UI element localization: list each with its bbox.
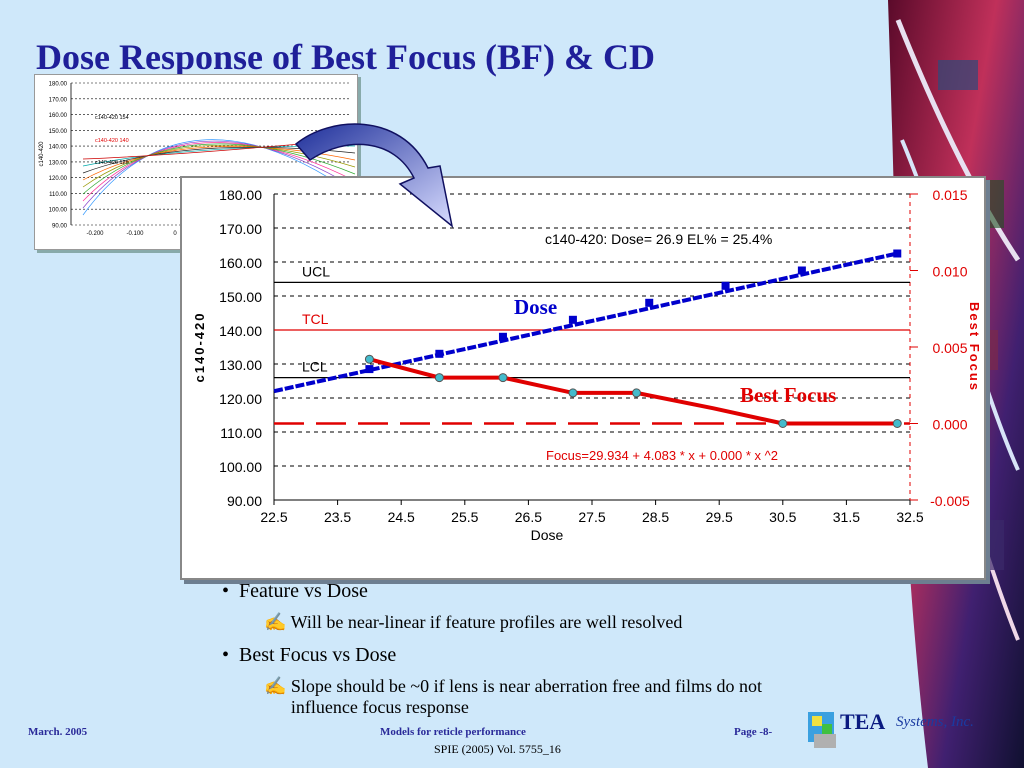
focus-point (778, 419, 788, 428)
bullet-dot-icon: • (222, 580, 240, 602)
x-tick-label: 25.5 (451, 509, 478, 525)
bullet-item: • Best Focus vs Dose (222, 644, 396, 667)
y-tick-label: 160.00 (49, 113, 68, 119)
main-chart: 180.00 170.00 160.00 150.00 140.00 130.00 120.… (180, 176, 986, 580)
y-tick-label: 180.00 (49, 82, 68, 88)
focus-point (434, 373, 444, 383)
logo-text: TEA (840, 709, 886, 734)
y-tick-label: 140.00 (219, 323, 262, 339)
footer-citation: SPIE (2005) Vol. 5755_16 (434, 742, 561, 756)
y-tick-label: 100.00 (219, 459, 262, 475)
y2-axis-label: Best Focus (967, 302, 982, 392)
dose-point (568, 315, 577, 324)
y-tick-label: 100.00 (49, 208, 68, 214)
thumbnail-annotation: c140-420 140 (95, 138, 129, 144)
x-tick-label: 22.5 (260, 509, 287, 525)
dose-series-label: Dose (514, 295, 557, 319)
y-tick-label: 120.00 (49, 176, 68, 182)
sub-bullet-item: ✍ Will be near-linear if feature profile… (264, 612, 682, 633)
focus-fit-annotation: Focus=29.934 + 4.083 * x + 0.000 * x ^2 (546, 448, 778, 463)
footer-date: March. 2005 (28, 726, 88, 738)
y-tick-label: 110.00 (220, 425, 262, 441)
y-tick-label: 150.00 (219, 289, 262, 305)
x-tick-label: 28.5 (642, 509, 669, 525)
y-tick-label: 130.00 (49, 160, 68, 166)
dose-series-line (273, 251, 898, 394)
dose-point (365, 365, 374, 374)
y-tick-label: 160.00 (219, 255, 262, 271)
x-tick-label: 29.5 (706, 509, 733, 525)
y-tick-label: 130.00 (219, 357, 262, 373)
bullet-dot-icon: • (222, 644, 240, 666)
dose-point (721, 281, 730, 290)
sub-bullet-text: Slope should be ~0 if lens is near aberr… (290, 676, 763, 717)
y2-tick-label: 0.015 (932, 187, 967, 203)
writing-hand-icon: ✍ (264, 676, 291, 696)
y-tick-label: 150.00 (49, 129, 68, 135)
thumbnail-annotation: c140-420 154 (95, 115, 129, 121)
bullet-text: Feature vs Dose (239, 580, 368, 602)
curved-arrow-icon (294, 123, 454, 228)
logo-suffix: Systems, Inc. (896, 714, 974, 730)
x-tick-label: 26.5 (515, 509, 542, 525)
y2-tick-label: 0.010 (932, 264, 967, 280)
footer-center: Models for reticle performance (380, 726, 526, 738)
sub-bullet-text: Will be near-linear if feature profiles … (290, 612, 683, 632)
focus-point (498, 373, 508, 383)
y-tick-label: 120.00 (219, 391, 262, 407)
y-axis-label: c140-420 (192, 312, 207, 383)
x-tick-label: -0.200 (86, 231, 104, 237)
x-tick-label: 27.5 (578, 509, 605, 525)
x-tick-label: 0 (173, 231, 177, 237)
dose-point (893, 249, 902, 258)
y-axis-label: c140-420 (39, 141, 45, 167)
main-chart-svg: 180.00 170.00 160.00 150.00 140.00 130.00 120.… (192, 187, 982, 543)
thumbnail-curve (82, 140, 356, 209)
writing-hand-icon: ✍ (264, 612, 291, 632)
control-line-label: LCL (302, 359, 328, 375)
control-line-label: TCL (302, 311, 329, 327)
y-tick-label: 110.00 (49, 192, 68, 198)
focus-point (892, 419, 902, 428)
y2-tick-label: -0.005 (930, 493, 970, 509)
y-tick-label: 170.00 (219, 221, 262, 237)
sub-bullet-item: ✍ Slope should be ~0 if lens is near abe… (264, 676, 784, 718)
footer-page: Page -8- (734, 726, 773, 738)
tea-logo: TEA Systems, Inc. (806, 706, 1006, 756)
y-tick-label: 90.00 (52, 224, 68, 230)
focus-point (364, 354, 374, 364)
dose-fit-annotation: c140-420: Dose= 26.9 EL% = 25.4% (545, 231, 772, 247)
control-line-label: UCL (302, 263, 330, 279)
thumbnail-curve (82, 139, 356, 216)
y-tick-label: 180.00 (219, 187, 262, 203)
focus-series-label: Best Focus (740, 383, 836, 407)
x-tick-label: 24.5 (388, 509, 415, 525)
dose-point (435, 349, 444, 358)
x-tick-label: 30.5 (769, 509, 796, 525)
dose-point (498, 332, 507, 341)
focus-point (632, 388, 642, 398)
dose-point (645, 298, 654, 307)
y-tick-label: 140.00 (49, 145, 68, 151)
logo-emblem-icon (808, 712, 836, 748)
dose-point (797, 266, 806, 275)
x-axis-label: Dose (531, 527, 564, 543)
y2-tick-label: 0.005 (932, 340, 967, 356)
focus-point (568, 388, 578, 398)
bullet-item: • Feature vs Dose (222, 580, 368, 603)
y-tick-label: 90.00 (227, 493, 262, 509)
x-tick-label: 32.5 (896, 509, 923, 525)
x-tick-label: 23.5 (324, 509, 351, 525)
x-tick-label: -0.100 (126, 231, 144, 237)
bullet-text: Best Focus vs Dose (239, 644, 397, 666)
thumbnail-curve (82, 142, 356, 202)
thumbnail-annotation: c140-420 126 (95, 160, 129, 166)
y-tick-label: 170.00 (49, 97, 68, 103)
x-tick-label: 31.5 (833, 509, 860, 525)
y2-tick-label: 0.000 (932, 417, 967, 433)
slide-title: Dose Response of Best Focus (BF) & CD (36, 37, 655, 77)
